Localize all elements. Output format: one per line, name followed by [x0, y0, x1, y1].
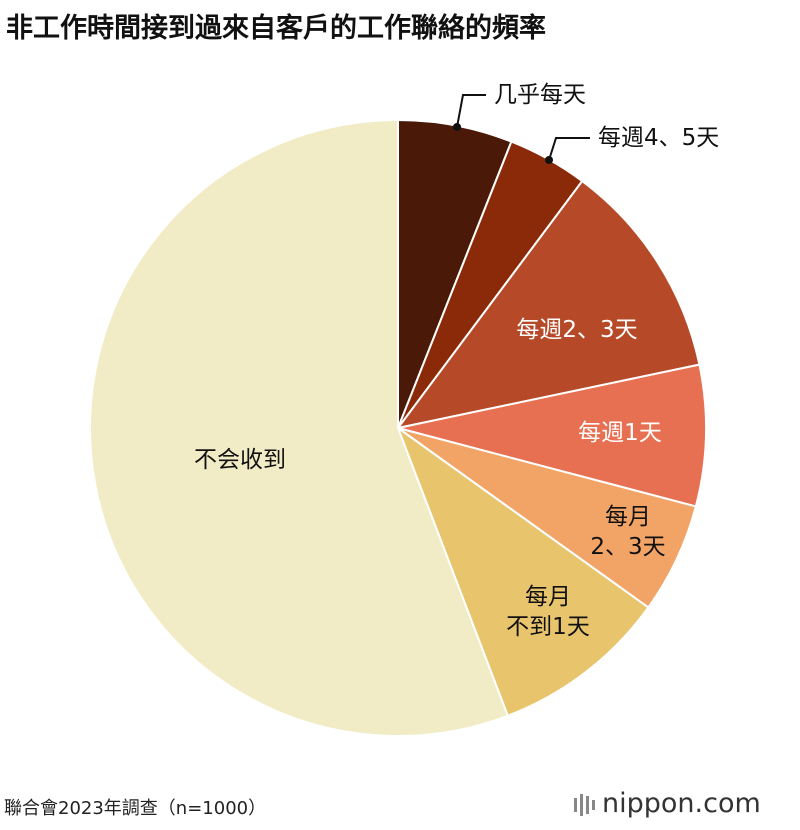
- logo: nippon.com: [602, 788, 761, 819]
- source-note: 聯合會2023年調查（n=1000）: [4, 798, 267, 819]
- slice-label: 每週2、3天: [516, 317, 638, 343]
- slice-label: 每週1天: [578, 420, 662, 446]
- slice-label: 每月 2、3天: [590, 504, 666, 560]
- pie-slice: [395, 425, 650, 718]
- leader-dot: [545, 156, 553, 164]
- leader-dot: [453, 123, 461, 131]
- pie-slice: [395, 179, 701, 430]
- chart-title: 非工作時間接到過來自客戶的工作聯絡的頻率: [6, 13, 546, 44]
- logo-mark: [574, 794, 595, 816]
- slice-label: 不会收到: [194, 447, 286, 473]
- leader-line: [548, 137, 590, 161]
- pie-slice: [89, 118, 510, 737]
- leader-line: [456, 94, 486, 128]
- slice-label: 几乎每天: [494, 82, 586, 108]
- slice-label: 每月 不到1天: [506, 584, 590, 640]
- pie-slice: [397, 363, 707, 508]
- slice-label: 每週4、5天: [598, 125, 720, 151]
